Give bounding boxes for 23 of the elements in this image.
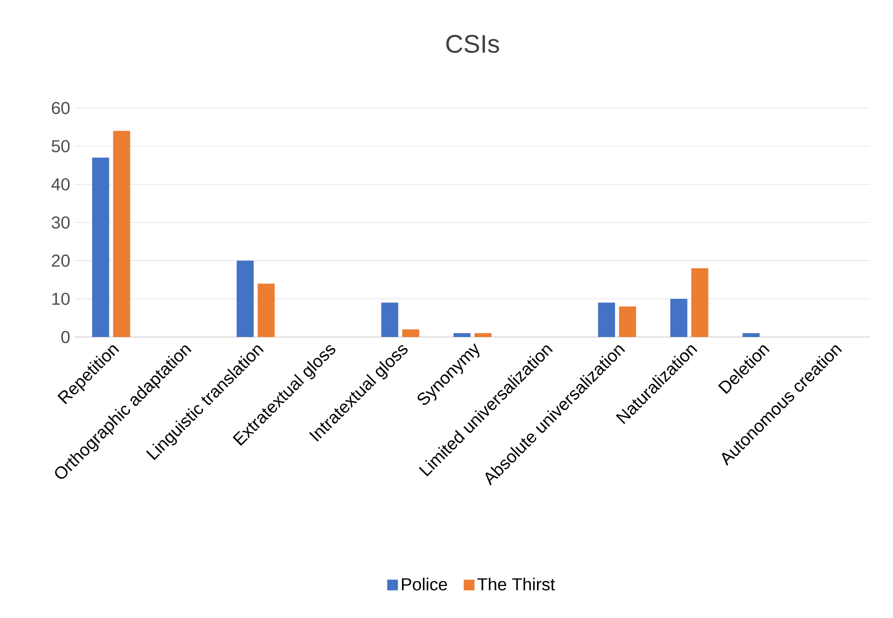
y-tick-label: 30 bbox=[52, 216, 70, 229]
bar bbox=[598, 302, 616, 338]
bar bbox=[236, 260, 254, 338]
bar bbox=[742, 333, 760, 338]
bar bbox=[619, 306, 636, 338]
bar bbox=[258, 284, 275, 338]
bar bbox=[92, 158, 110, 338]
bar bbox=[402, 329, 420, 338]
y-tick-label: 50 bbox=[52, 140, 70, 152]
bar bbox=[454, 333, 470, 338]
y-tick-label: 20 bbox=[52, 254, 70, 267]
bar bbox=[113, 130, 130, 338]
bar bbox=[381, 302, 398, 338]
chart-title: CSIs bbox=[446, 34, 500, 53]
y-tick-label: 60 bbox=[52, 102, 70, 114]
y-tick-label: 10 bbox=[52, 292, 70, 305]
bar bbox=[670, 298, 688, 338]
bar bbox=[474, 333, 492, 338]
y-tick-label: 0 bbox=[61, 330, 70, 344]
bar bbox=[691, 268, 708, 338]
legend-label: The Thirst bbox=[477, 578, 555, 590]
y-tick-label: 40 bbox=[51, 178, 70, 190]
legend-label: Police bbox=[402, 578, 447, 590]
